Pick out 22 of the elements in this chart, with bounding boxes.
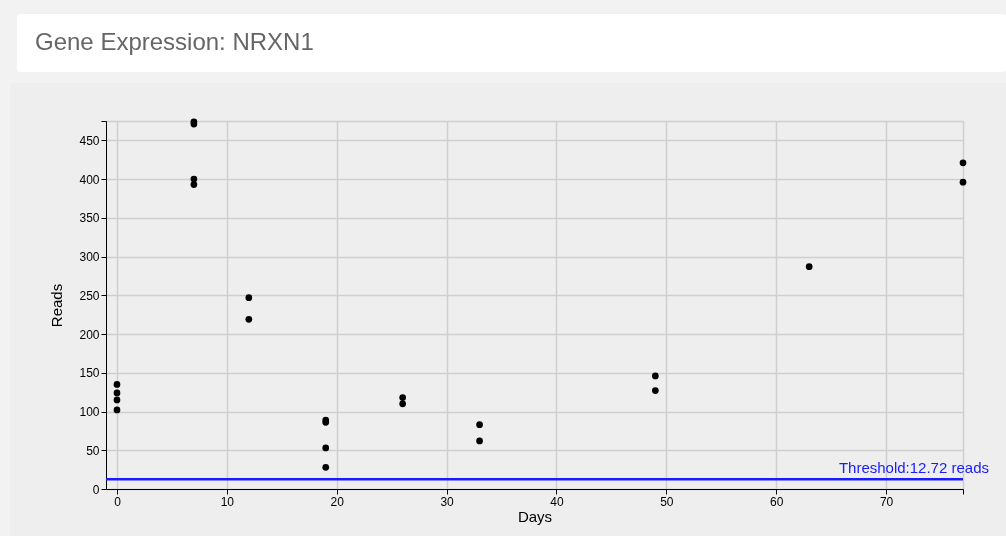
ref-line-label: Threshold:12.72 reads [838, 459, 989, 477]
x-axis-title: Days [517, 507, 553, 525]
x-tick-label: 70 [879, 494, 894, 509]
y-tick-label: 0 [92, 482, 100, 497]
x-tick-label: 10 [220, 494, 235, 509]
y-tick-label: 400 [79, 172, 100, 187]
chart-title: Gene Expression: NRXN1 [35, 28, 314, 56]
y-tick-label: 150 [79, 366, 100, 381]
y-tick-label: 200 [79, 327, 100, 342]
y-tick-label: 300 [79, 250, 100, 265]
y-tick-label: 100 [79, 405, 100, 420]
x-tick-label: 30 [440, 494, 455, 509]
y-tick-label: 250 [79, 288, 100, 303]
x-tick-label: 40 [550, 494, 564, 509]
x-tick-label: 20 [330, 494, 345, 509]
x-tick-label: 0 [114, 494, 122, 509]
y-axis-title: Reads [48, 283, 66, 328]
y-tick-label: 450 [79, 133, 100, 148]
y-tick-label: 50 [86, 443, 100, 458]
y-tick-label: 350 [79, 211, 100, 226]
x-tick-label: 50 [660, 494, 674, 509]
x-tick-label: 60 [770, 494, 784, 509]
